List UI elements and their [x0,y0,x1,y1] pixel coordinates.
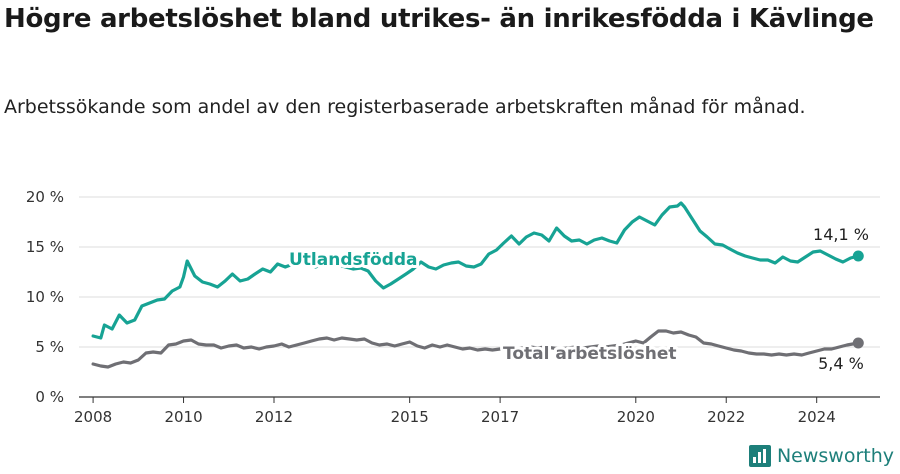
series-line-utlandsfodda [91,201,860,340]
newsworthy-logo-icon [748,445,771,467]
x-tick-label: 2024 [798,408,836,426]
y-tick-label: 5 % [35,338,64,356]
chart-title: Högre arbetslöshet bland utrikes- än inr… [4,4,874,34]
y-tick-label: 15 % [26,238,64,256]
y-tick-label: 10 % [26,288,64,306]
end-value-total: 5,4 % [818,354,864,373]
y-axis-ticks: 0 % 5 % 10 % 15 % 20 % [26,188,64,406]
x-tick-label: 2008 [74,408,112,426]
series-label-utlandsfodda: Utlandsfödda [289,250,418,270]
series-end-point [852,337,864,349]
end-value-utlandsfodda: 14,1 % [813,225,869,244]
y-tick-label: 0 % [35,388,64,406]
chart-subtitle: Arbetssökande som andel av den registerb… [4,96,806,118]
x-tick-label: 2015 [391,408,429,426]
brand-name: Newsworthy [776,445,894,467]
series-label-total: Total arbetslöshet [503,344,677,364]
y-tick-label: 20 % [26,188,64,206]
x-tick-label: 2020 [617,408,655,426]
series-labels: Utlandsfödda Total arbetslöshet 14,1 % 5,4 … [286,225,869,373]
x-tick-label: 2017 [481,408,519,426]
series-line-total [91,329,860,369]
newsworthy-brand[interactable]: Newsworthy [748,442,894,470]
series-lines [91,201,864,369]
grid-lines [79,196,880,348]
x-tick-label: 2010 [164,408,202,426]
x-tick-label: 2022 [707,408,745,426]
series-end-point [852,250,864,262]
x-tick-label: 2012 [255,408,293,426]
x-axis: 2008 2010 2012 2015 2017 2020 2022 2024 [74,396,880,426]
